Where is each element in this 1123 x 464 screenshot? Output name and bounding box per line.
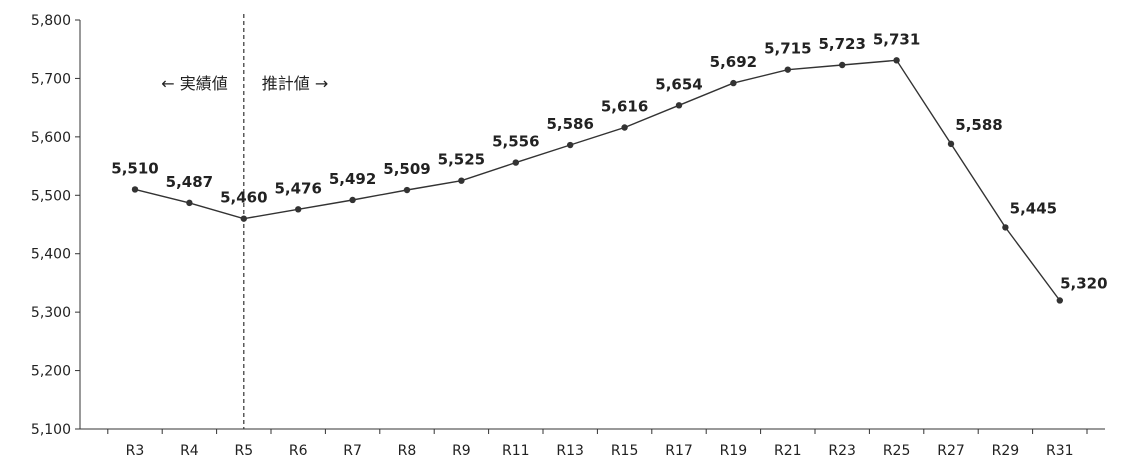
data-label: 5,692 <box>710 53 757 71</box>
y-tick-label: 5,500 <box>31 188 71 204</box>
y-tick-label: 5,300 <box>31 305 71 321</box>
data-point <box>131 186 139 193</box>
data-point <box>893 57 900 64</box>
axes <box>79 20 1105 430</box>
x-tick-label: R15 <box>611 443 639 459</box>
x-tick-label: R11 <box>502 443 530 459</box>
x-tick-label: R8 <box>398 443 417 459</box>
data-label: 5,492 <box>329 170 376 188</box>
data-point <box>1056 297 1064 304</box>
data-label: 5,715 <box>764 40 811 58</box>
y-tick-label: 5,600 <box>31 130 71 146</box>
forecast-values-annotation: 推計値 → <box>262 74 329 93</box>
data-label: 5,616 <box>601 98 648 116</box>
data-label: 5,586 <box>546 115 593 133</box>
x-tick-label: R7 <box>343 443 362 459</box>
data-label: 5,588 <box>955 116 1002 134</box>
data-label: 5,487 <box>166 173 213 191</box>
data-label: 5,556 <box>492 133 539 151</box>
data-label: 5,525 <box>438 151 485 169</box>
data-point <box>675 102 683 109</box>
actual-values-annotation: ← 実績値 <box>161 74 228 93</box>
data-point <box>403 186 411 194</box>
x-tick-label: R4 <box>180 443 199 459</box>
x-tick-label: R31 <box>1046 443 1074 459</box>
x-tick-label: R19 <box>720 443 748 459</box>
x-tick-label: R21 <box>774 443 802 459</box>
data-point <box>512 159 519 166</box>
data-label: 5,510 <box>111 159 158 177</box>
data-point <box>1002 224 1009 231</box>
data-point <box>240 215 247 222</box>
x-tick-label: R3 <box>126 443 145 459</box>
x-tick-label: R23 <box>828 443 856 459</box>
series-line <box>134 59 1061 301</box>
y-tick-label: 5,400 <box>31 247 71 263</box>
data-points <box>131 57 1064 304</box>
y-tick-label: 5,100 <box>31 422 71 438</box>
x-tick-label: R13 <box>556 443 584 459</box>
data-point <box>567 141 574 149</box>
y-tick-label: 5,200 <box>31 364 71 380</box>
data-point <box>784 66 791 73</box>
data-label: 5,731 <box>873 30 920 48</box>
data-label: 5,654 <box>655 75 702 93</box>
x-tick-label: R5 <box>234 443 253 459</box>
y-tick-label: 5,800 <box>31 13 71 29</box>
data-point <box>295 206 302 213</box>
data-point <box>947 140 955 148</box>
x-tick-label: R29 <box>992 443 1020 459</box>
data-point <box>458 177 465 184</box>
y-tick-label: 5,700 <box>31 71 71 87</box>
y-axis-ticks: 5,100 5,200 5,300 5,400 5,500 5,600 5,700 5,800 <box>31 13 80 438</box>
data-label: 5,723 <box>818 35 865 53</box>
x-tick-label: R17 <box>665 443 693 459</box>
data-label: 5,445 <box>1010 199 1057 217</box>
x-tick-label: R25 <box>883 443 911 459</box>
x-tick-label: R9 <box>452 443 471 459</box>
x-tick-label: R27 <box>937 443 965 459</box>
data-point <box>349 196 356 204</box>
x-tick-label: R6 <box>289 443 308 459</box>
x-axis-ticks: R3 R4 R5 R6 R7 R8 R9 R11 R13 R15 R17 R19 R21 R23 R25 R2… <box>107 429 1088 459</box>
data-label: 5,509 <box>383 160 430 178</box>
data-point <box>730 79 737 87</box>
data-point <box>621 124 628 131</box>
data-label: 5,460 <box>220 189 267 207</box>
data-labels: 5,510 5,487 5,460 5,476 5,492 5,509 5,525 5,556… <box>111 30 1107 292</box>
data-label: 5,320 <box>1060 274 1107 292</box>
data-label: 5,476 <box>274 179 321 197</box>
data-point <box>839 61 846 69</box>
data-point <box>186 199 193 207</box>
